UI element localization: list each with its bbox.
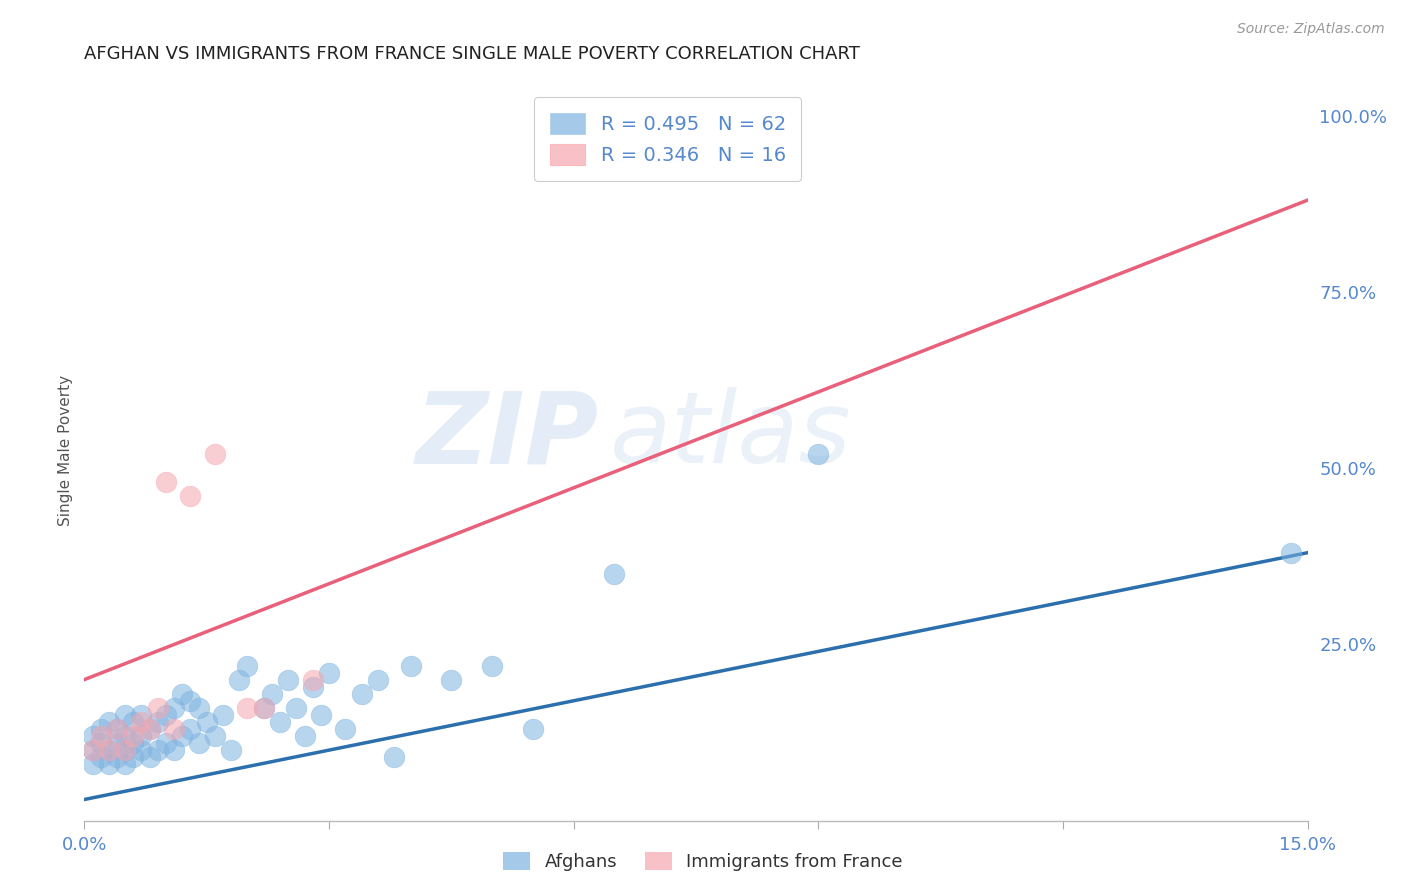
Point <box>335 722 357 736</box>
Point <box>187 701 209 715</box>
Point <box>131 714 153 729</box>
Point <box>155 475 177 490</box>
Point <box>301 673 323 687</box>
Point <box>481 658 503 673</box>
Point <box>522 722 544 736</box>
Point <box>367 673 389 687</box>
Point <box>97 743 120 757</box>
Point <box>294 729 316 743</box>
Point <box>90 722 112 736</box>
Point <box>97 757 120 772</box>
Point <box>204 447 226 461</box>
Text: AFGHAN VS IMMIGRANTS FROM FRANCE SINGLE MALE POVERTY CORRELATION CHART: AFGHAN VS IMMIGRANTS FROM FRANCE SINGLE … <box>84 45 860 63</box>
Point <box>318 665 340 680</box>
Point <box>399 658 422 673</box>
Point <box>90 729 112 743</box>
Point <box>105 722 128 736</box>
Point <box>440 673 463 687</box>
Point <box>114 743 136 757</box>
Point <box>131 743 153 757</box>
Point <box>114 757 136 772</box>
Point <box>807 447 830 461</box>
Point <box>138 750 160 764</box>
Point <box>155 736 177 750</box>
Point <box>155 707 177 722</box>
Point <box>253 701 276 715</box>
Y-axis label: Single Male Poverty: Single Male Poverty <box>58 375 73 526</box>
Point <box>97 714 120 729</box>
Point <box>204 729 226 743</box>
Point <box>236 701 259 715</box>
Point <box>253 701 276 715</box>
Point <box>122 729 145 743</box>
Point <box>179 489 201 503</box>
Point <box>146 743 169 757</box>
Point <box>97 743 120 757</box>
Point <box>179 694 201 708</box>
Point <box>131 707 153 722</box>
Text: atlas: atlas <box>610 387 852 484</box>
Point <box>301 680 323 694</box>
Point <box>105 750 128 764</box>
Point <box>179 722 201 736</box>
Point <box>1279 546 1302 560</box>
Point <box>309 707 332 722</box>
Point <box>114 743 136 757</box>
Point <box>82 757 104 772</box>
Point <box>187 736 209 750</box>
Point <box>228 673 250 687</box>
Point <box>82 743 104 757</box>
Text: ZIP: ZIP <box>415 387 598 484</box>
Point <box>82 743 104 757</box>
Point <box>163 701 186 715</box>
Point <box>382 750 405 764</box>
Point <box>285 701 308 715</box>
Point <box>90 736 112 750</box>
Point <box>90 750 112 764</box>
Point <box>105 722 128 736</box>
Point <box>350 687 373 701</box>
Point <box>131 729 153 743</box>
Point <box>172 729 194 743</box>
Point <box>146 714 169 729</box>
Text: Source: ZipAtlas.com: Source: ZipAtlas.com <box>1237 22 1385 37</box>
Point <box>269 714 291 729</box>
Point <box>603 566 626 581</box>
Point <box>260 687 283 701</box>
Point <box>219 743 242 757</box>
Legend: R = 0.495   N = 62, R = 0.346   N = 16: R = 0.495 N = 62, R = 0.346 N = 16 <box>534 97 801 180</box>
Point <box>277 673 299 687</box>
Point <box>236 658 259 673</box>
Point <box>122 714 145 729</box>
Point <box>82 729 104 743</box>
Point <box>114 707 136 722</box>
Point <box>195 714 218 729</box>
Point <box>146 701 169 715</box>
Legend: Afghans, Immigrants from France: Afghans, Immigrants from France <box>496 845 910 879</box>
Point <box>138 722 160 736</box>
Point <box>105 736 128 750</box>
Point <box>114 729 136 743</box>
Point <box>163 743 186 757</box>
Point <box>163 722 186 736</box>
Point <box>212 707 235 722</box>
Point <box>122 736 145 750</box>
Point <box>172 687 194 701</box>
Point <box>122 750 145 764</box>
Point <box>138 722 160 736</box>
